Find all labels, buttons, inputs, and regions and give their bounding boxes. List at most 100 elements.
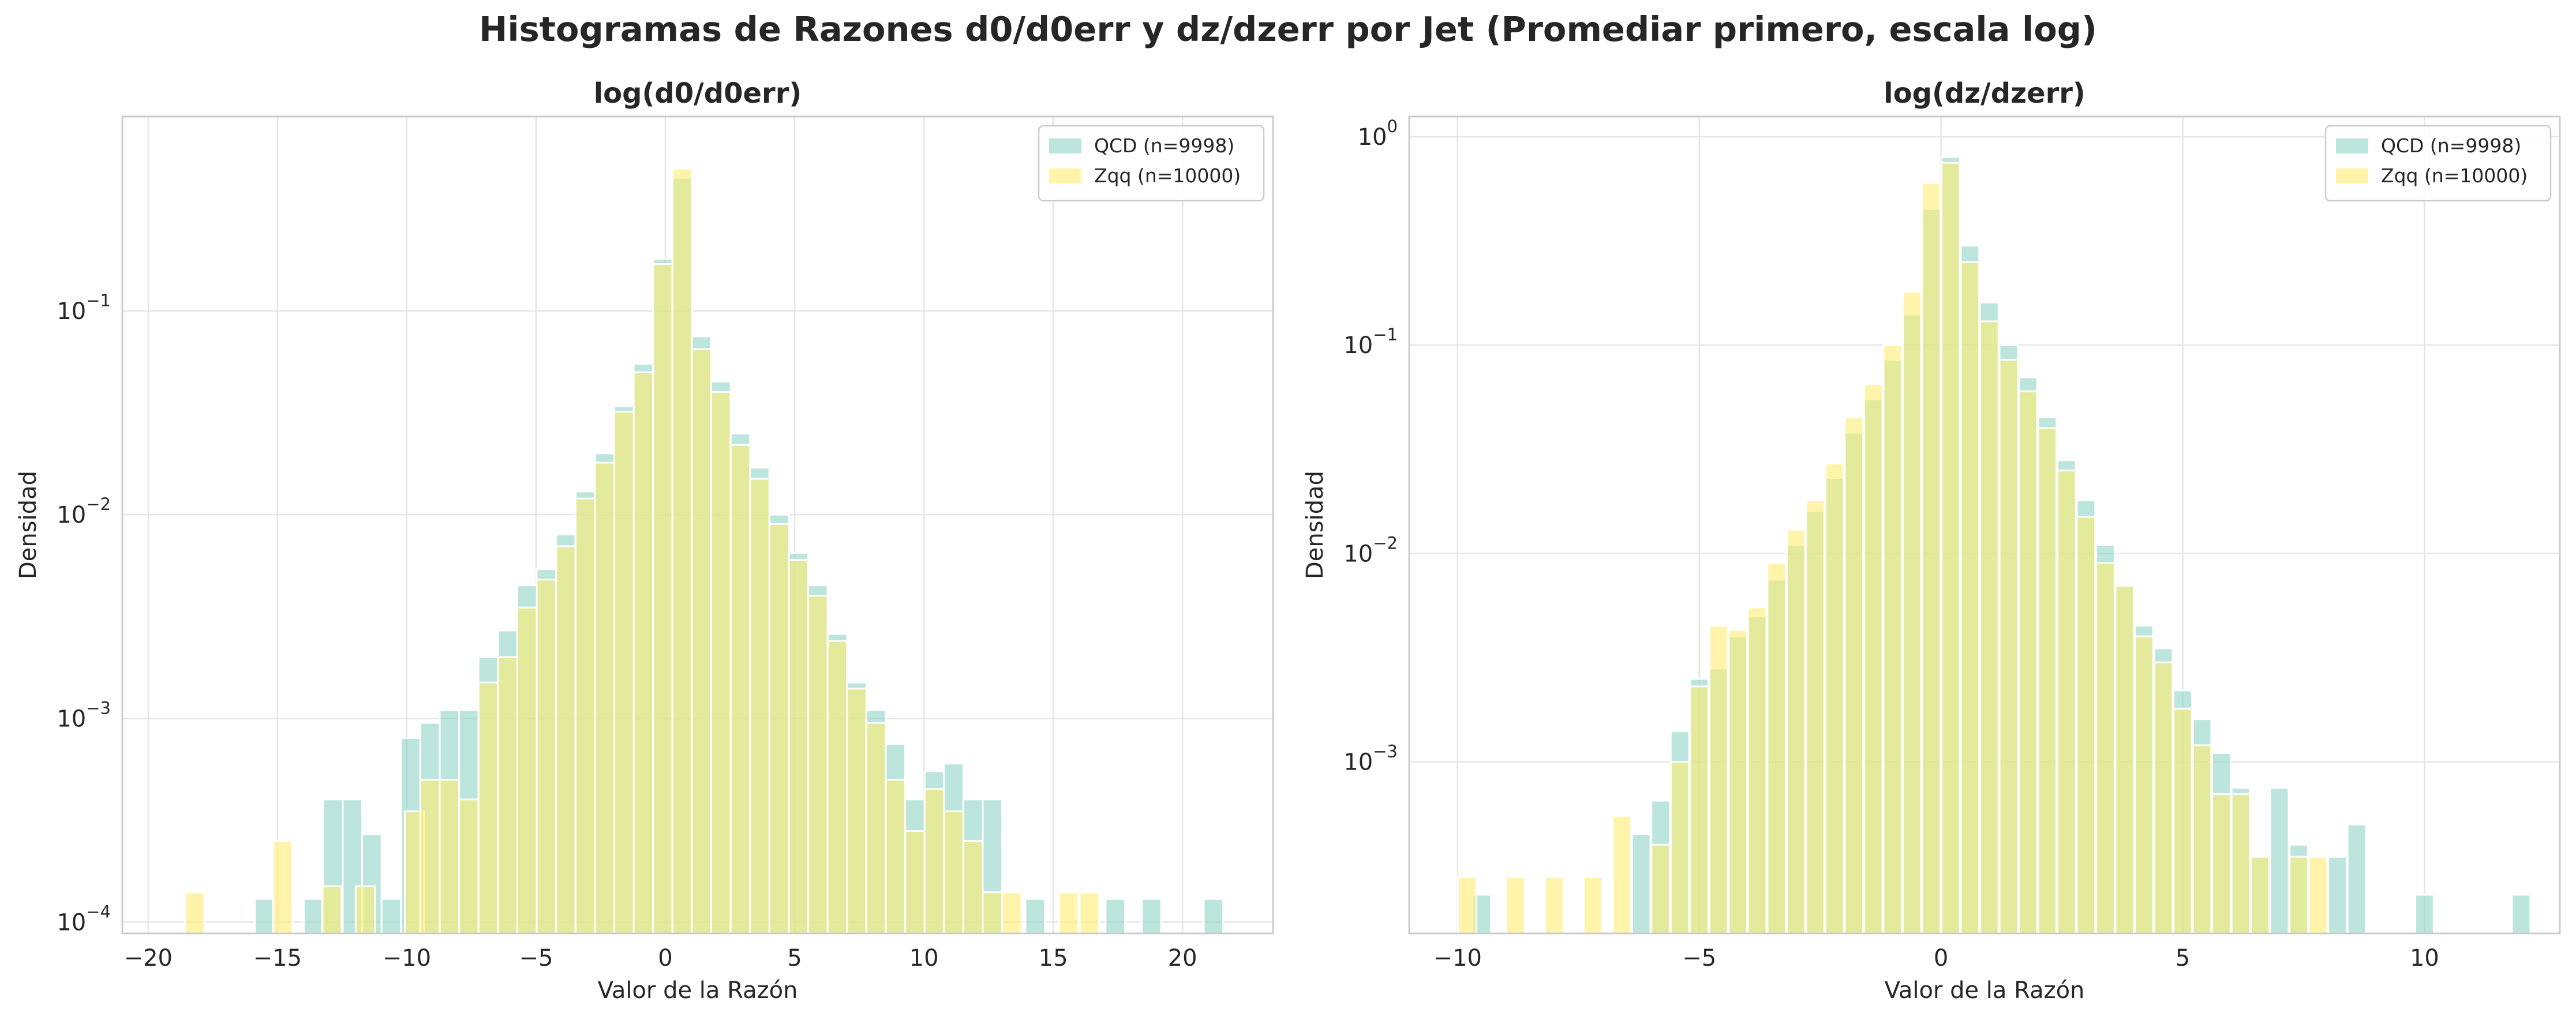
histogram-bar-zqq	[439, 779, 460, 935]
histogram-bar-zqq	[885, 779, 907, 935]
y-tick-label: 10−3	[1343, 741, 1398, 775]
histogram-bar-qcd	[2511, 894, 2532, 935]
histogram-bar-zqq	[1544, 876, 1564, 935]
panel-title: log(dz/dzerr)	[1884, 77, 2085, 110]
x-axis-label: Valor de la Razón	[1885, 977, 2085, 1004]
histogram-bar-zqq	[1863, 383, 1884, 935]
legend-swatch-zqq	[1049, 168, 1081, 183]
histogram-bar-zqq	[1079, 891, 1100, 935]
y-axis-label: Densidad	[1302, 471, 1328, 579]
histogram-bar-qcd	[254, 898, 275, 935]
histogram-bar-qcd	[2414, 894, 2435, 935]
histogram-bar-zqq	[2308, 856, 2328, 935]
histogram-bar-qcd	[2327, 856, 2348, 935]
legend-box	[1038, 125, 1265, 202]
y-tick-label: 10−2	[57, 494, 111, 528]
histogram-bar-qcd	[1141, 898, 1162, 935]
histogram-bar-zqq	[1728, 629, 1748, 935]
histogram-bar-zqq	[826, 640, 848, 935]
histogram-bar-zqq	[1998, 359, 2019, 935]
histogram-bar-qcd	[2269, 787, 2290, 935]
x-tick-label: −10	[383, 945, 431, 972]
histogram-bar-zqq	[2095, 562, 2116, 935]
histogram-bar-zqq	[613, 411, 635, 935]
x-tick-label: 10	[909, 945, 939, 972]
histogram-bar-zqq	[574, 497, 596, 935]
histogram-bar-zqq	[923, 788, 945, 935]
axes-frame	[121, 115, 1274, 935]
histogram-bar-zqq	[1805, 499, 1826, 935]
histogram-bar-zqq	[2017, 390, 2038, 935]
histogram-bar-zqq	[904, 830, 926, 935]
legend-label-qcd: QCD (n=9998)	[1094, 134, 1234, 157]
histogram-bar-zqq	[749, 478, 770, 935]
histogram-panel-dz: −10 −5 0 5 10 10−3 10−2 10−1 100 Valor de la Razó…	[1302, 77, 2561, 1004]
histogram-bar-zqq	[1505, 876, 1526, 935]
histogram-bar-zqq	[2192, 744, 2212, 935]
histogram-bar-zqq	[1747, 606, 1768, 935]
histogram-bar-zqq	[2230, 793, 2251, 935]
histogram-bar-zqq	[497, 656, 518, 935]
histogram-bar-zqq	[729, 444, 751, 935]
histogram-bar-zqq	[2076, 516, 2096, 935]
histogram-bar-zqq	[2057, 470, 2077, 935]
histogram-bar-zqq	[1582, 876, 1603, 935]
histogram-bar-zqq	[1882, 344, 1903, 935]
legend-swatch-zqq	[2336, 168, 2368, 183]
x-tick-label: −5	[519, 945, 553, 972]
histogram-bar-zqq	[2153, 661, 2174, 935]
histogram-bar-zqq	[1824, 463, 1845, 935]
histogram-bar-zqq	[1612, 815, 1633, 935]
histogram-bar-zqq	[1960, 261, 1980, 935]
histogram-bar-zqq	[865, 722, 887, 935]
histogram-bar-zqq	[1844, 416, 1864, 935]
histogram-bar-zqq	[846, 688, 867, 935]
histogram-bar-qcd	[1631, 833, 1652, 935]
histogram-bar-zqq	[555, 545, 576, 935]
histogram-bar-zqq	[652, 263, 673, 935]
x-axis-label: Valor de la Razón	[598, 977, 798, 1004]
histogram-bar-zqq	[536, 579, 557, 935]
x-tick-label: −5	[1682, 945, 1716, 972]
x-tick-label: 5	[2176, 945, 2190, 972]
legend-swatch-qcd	[1049, 138, 1081, 153]
histogram-bar-zqq	[768, 523, 790, 935]
axes-frame	[1408, 115, 2561, 935]
histogram-bar-zqq	[788, 558, 810, 935]
histogram-bar-zqq	[2114, 584, 2135, 935]
histogram-bar-zqq	[2211, 793, 2231, 935]
legend-label-qcd: QCD (n=9998)	[2381, 134, 2521, 157]
histogram-bar-zqq	[516, 606, 538, 935]
histogram-bar-zqq	[1650, 843, 1671, 935]
histogram-bar-zqq	[807, 595, 829, 935]
histogram-bar-zqq	[1785, 528, 1806, 935]
histogram-bar-zqq	[321, 885, 343, 935]
histogram-bar-zqq	[272, 840, 294, 935]
y-tick-label: 10−1	[1343, 325, 1398, 359]
histogram-bar-zqq	[1901, 291, 1922, 935]
histogram-bar-qcd	[303, 898, 324, 935]
histogram-bar-zqq	[594, 462, 615, 935]
histogram-bar-zqq	[2134, 635, 2154, 935]
x-tick-label: −15	[253, 945, 302, 972]
x-tick-label: 15	[1039, 945, 1068, 972]
histogram-bar-zqq	[1766, 562, 1787, 935]
legend-swatch-qcd	[2336, 138, 2368, 153]
figure-suptitle: Histogramas de Razones d0/d0err y dz/dze…	[479, 9, 2097, 49]
histogram-bar-qcd	[380, 898, 402, 935]
histogram-bar-zqq	[710, 391, 732, 935]
legend-label-zqq: Zqq (n=10000)	[2381, 164, 2528, 187]
histogram-bar-zqq	[691, 348, 713, 935]
histogram-bar-qcd	[1203, 898, 1225, 935]
histogram-bar-zqq	[1058, 891, 1080, 935]
histogram-bar-zqq	[1940, 162, 1961, 935]
legend-label-zqq: Zqq (n=10000)	[1094, 164, 1241, 187]
histogram-bar-zqq	[943, 810, 964, 935]
histogram-bar-zqq	[2250, 856, 2270, 935]
histogram-bar-zqq	[1979, 320, 2000, 935]
histogram-bar-zqq	[2173, 707, 2193, 935]
histogram-bar-zqq	[1669, 760, 1690, 935]
y-tick-label: 10−2	[1343, 533, 1398, 567]
histogram-bar-zqq	[671, 167, 693, 935]
